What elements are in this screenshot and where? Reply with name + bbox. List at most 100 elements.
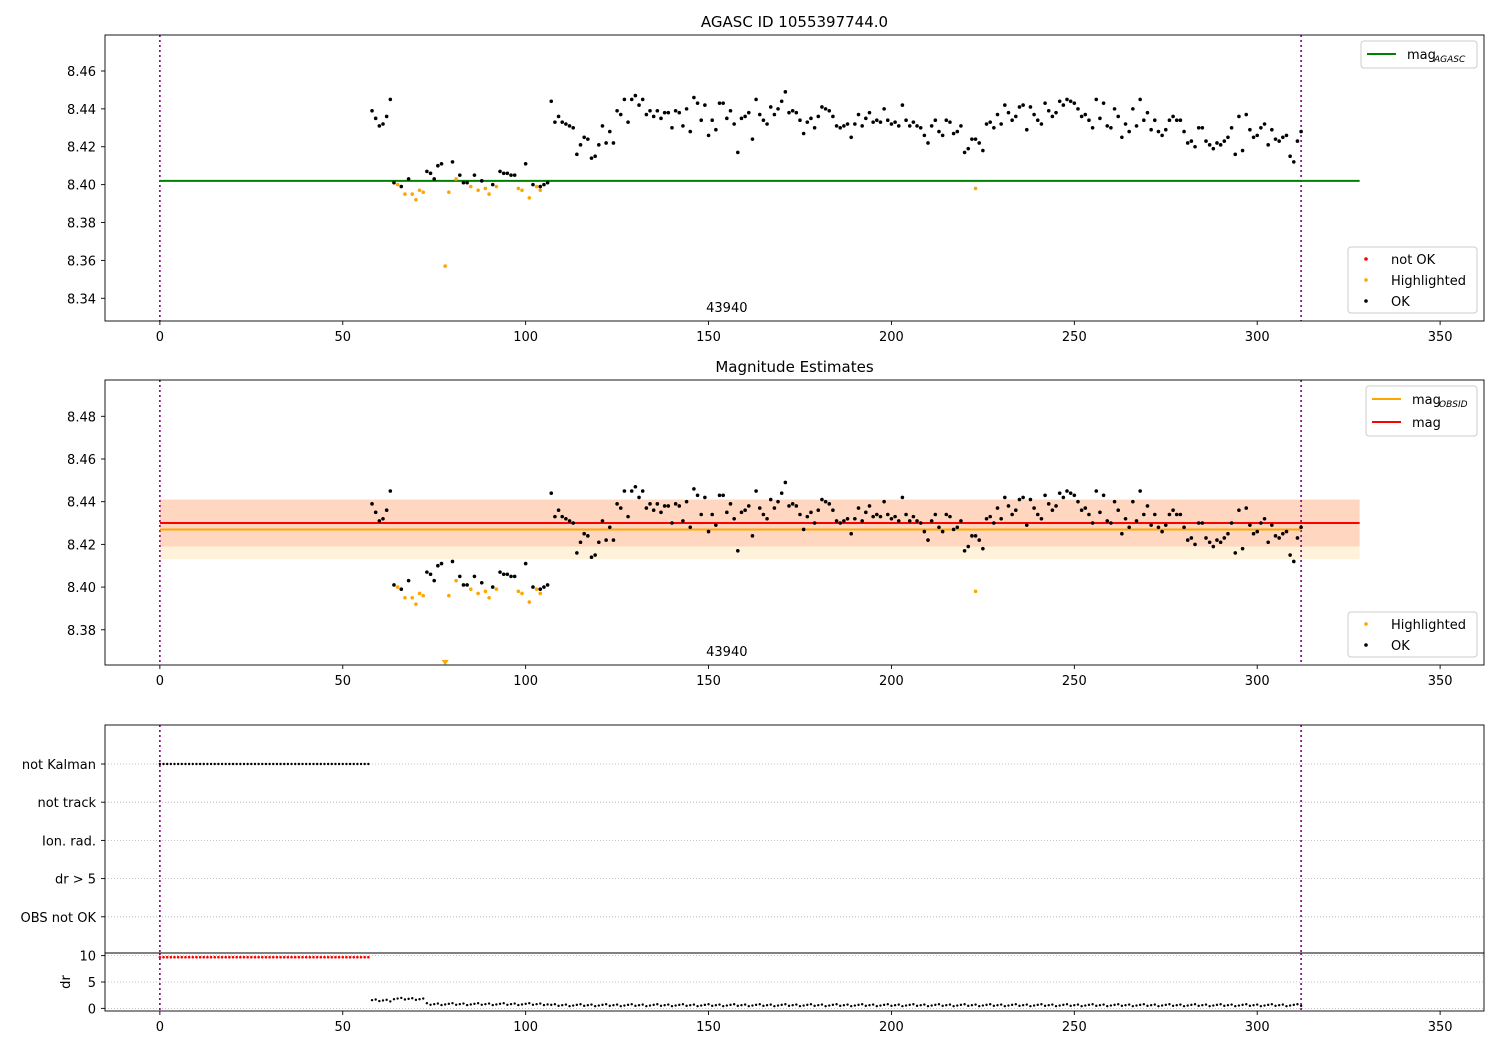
ok-point [1006,110,1011,115]
dr-ok-point [469,1003,472,1006]
panel-magnitude-estimates: Magnitude Estimates 43940 0 50 100 150 200 250 3… [67,358,1478,689]
ok-point [1248,523,1252,527]
highlighted-point [414,602,418,606]
ok-point [600,519,605,523]
dr-ok-point [648,1004,652,1007]
flag-point [169,762,173,766]
ok-point [428,171,433,176]
ok-point [721,101,725,105]
y-tick-label: 8.42 [67,538,96,553]
dr-ok-point [1098,1004,1102,1007]
dr-ok-point [1069,1004,1072,1008]
ok-point [406,177,411,181]
dr-ok-point [904,1004,908,1007]
highlighted-point [538,591,543,596]
ok-point [1112,499,1117,504]
dr-ok-point [385,998,388,1002]
dr-not-ok-point [319,955,323,959]
ok-point [381,122,385,126]
ok-point [1240,546,1245,551]
ok-point [1291,559,1296,564]
y-tick-label: 10 [79,950,96,965]
ok-point [929,519,934,523]
dr-ok-point [839,1004,842,1008]
ok-point [1193,542,1197,547]
ok-point [1163,127,1168,132]
ok-point [586,534,590,538]
ok-point [1182,525,1186,530]
dr-ok-point [370,998,374,1002]
ok-point [1032,506,1036,510]
ok-point [875,118,879,123]
dr-not-ok-point [231,955,235,959]
dr-ok-point [978,1004,981,1008]
ok-point [618,506,623,510]
dr-ok-point [579,1003,582,1006]
highlighted-point [414,197,418,202]
ok-point [1204,139,1208,143]
ok-point [1215,141,1219,145]
dr-ok-point [886,1003,889,1006]
ok-point [1178,118,1183,123]
ok-point [370,108,374,113]
highlighted-point [494,587,499,592]
ok-point [531,585,535,589]
dr-ok-point [1076,1003,1080,1006]
ok-point [1193,144,1197,149]
ok-point [966,544,971,549]
ok-point [1076,107,1080,111]
ok-point [436,163,440,168]
x-tick-label: 50 [334,674,351,689]
ok-point [1281,135,1285,140]
dr-ok-point [619,1004,622,1008]
ok-point [1240,148,1245,153]
dr-not-ok-point [169,955,173,959]
ok-point [593,553,597,557]
ok-point [772,112,777,117]
ok-point [706,529,711,534]
y-tick-label: 8.42 [67,141,96,156]
x-tick-label: 100 [513,674,538,689]
ok-point [432,177,437,181]
ok-point [929,124,934,128]
dr-ok-point [1036,1003,1039,1007]
ok-point [1054,504,1058,508]
legend-label: OK [1391,295,1410,310]
ok-point [754,97,758,102]
ok-point [1050,508,1055,513]
y-tick-label: 8.40 [67,581,96,596]
dr-ok-point [502,1001,505,1005]
dr-ok-point [1266,1003,1270,1007]
ok-point [739,116,744,121]
ok-point [1068,491,1073,495]
dr-ok-point [389,1000,392,1003]
dr-ok-point [1142,1003,1146,1006]
ok-point [597,540,601,545]
ok-point [801,527,806,532]
ok-point [809,510,813,515]
ok-point [1003,103,1007,107]
ok-point [1116,114,1121,119]
ok-point [549,491,554,495]
dr-not-ok-point [198,955,202,959]
highlighted-point [395,585,400,589]
dr-ok-point [1212,1004,1215,1007]
ok-point [1142,118,1146,123]
dr-not-ok-point [239,955,242,959]
ok-point [703,495,707,500]
ok-point [1266,143,1270,147]
dr-ok-point [996,1004,999,1007]
ok-point [472,173,477,177]
ok-point [725,116,729,121]
ok-point [604,141,608,145]
ok-point [1039,516,1044,521]
ok-point [896,124,901,128]
dr-ok-point [582,1004,586,1008]
dr-ok-point [1252,1004,1255,1007]
ok-point [1101,101,1106,105]
ok-point [1024,127,1029,132]
dr-ok-point [418,997,421,1001]
ok-point [831,114,835,119]
ok-point [560,514,565,519]
dr-ok-point [831,1003,835,1007]
